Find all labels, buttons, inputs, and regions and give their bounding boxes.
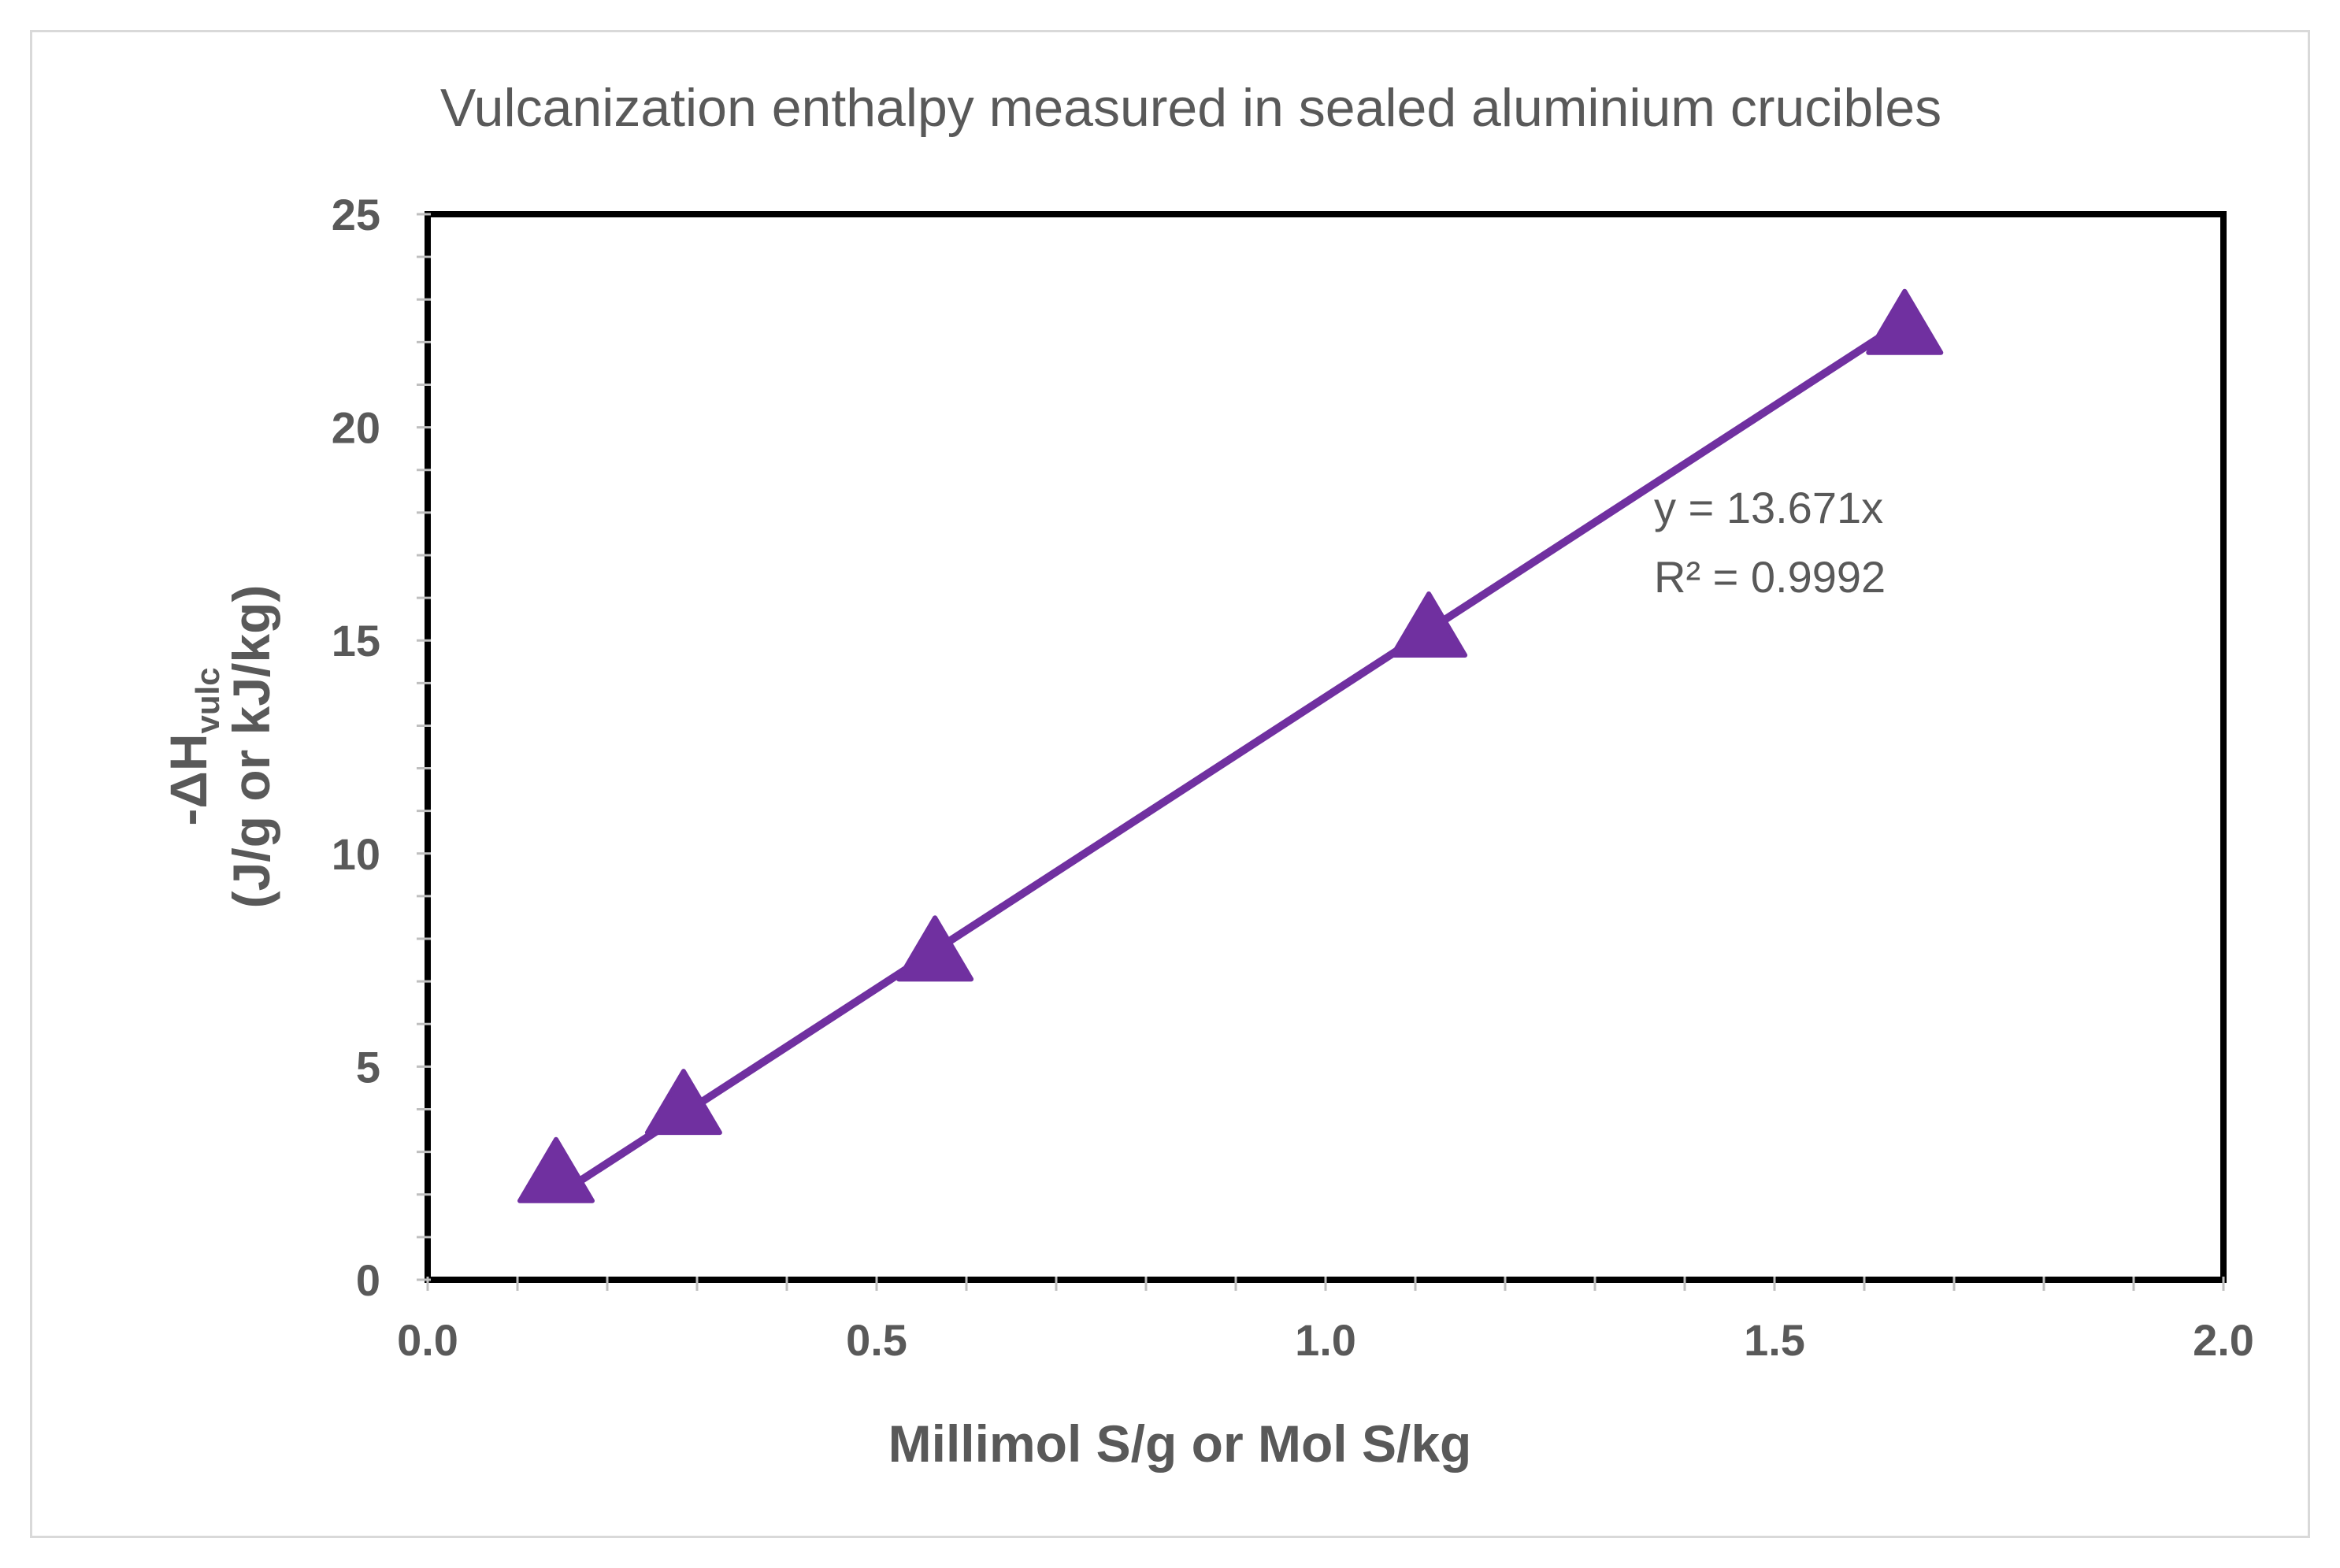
x-tick-label: 0.5 [846, 1315, 907, 1365]
y-tick-label: 20 [332, 403, 380, 453]
y-axis-label-line2: (J/g or kJ/kg) [222, 585, 280, 909]
data-point [517, 1136, 595, 1203]
data-point [644, 1069, 722, 1136]
x-tick-label: 0.0 [397, 1315, 458, 1365]
data-point [896, 915, 974, 982]
y-axis-label-main: -ΔH [159, 733, 217, 825]
y-tick-labels: 0 5 10 15 20 25 [332, 190, 380, 1305]
data-point [1866, 288, 1944, 355]
y-axis-label-subscript: vulc [189, 667, 226, 733]
y-tick-label: 5 [356, 1042, 380, 1092]
y-axis-label: -ΔHvulc (J/g or kJ/kg) [159, 585, 280, 909]
data-markers [517, 288, 1944, 1203]
y-tick-label: 10 [332, 829, 380, 879]
trendline-r-squared: R² = 0.9992 [1654, 552, 1886, 602]
data-point [1390, 591, 1468, 658]
y-tick-label: 25 [332, 190, 380, 239]
y-tick-label: 0 [356, 1255, 380, 1305]
y-axis-label-line1: -ΔHvulc [159, 667, 226, 825]
chart-frame [30, 30, 2310, 1538]
chart-title: Vulcanization enthalpy measured in seale… [440, 78, 1941, 138]
x-tick-label: 1.5 [1744, 1315, 1805, 1365]
trendline-equation: y = 13.671x [1654, 483, 1883, 532]
x-tick-label: 1.0 [1295, 1315, 1356, 1365]
trendline [552, 317, 1909, 1201]
x-tick-label: 2.0 [2193, 1315, 2254, 1365]
y-tick-label: 15 [332, 616, 380, 665]
x-axis-label: Millimol S/g or Mol S/kg [888, 1414, 1472, 1473]
axis-ticks [417, 213, 2225, 1291]
x-tick-labels: 0.0 0.5 1.0 1.5 2.0 [397, 1315, 2254, 1365]
